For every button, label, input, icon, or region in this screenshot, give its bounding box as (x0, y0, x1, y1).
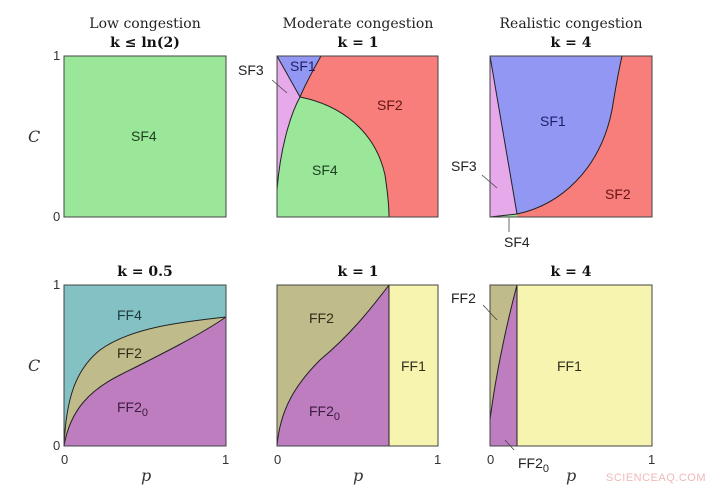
region-FF2-0 (64, 317, 226, 446)
arrow-FF2-p6 (482, 304, 498, 321)
label-SF4-p3: SF4 (504, 234, 530, 250)
x-axis-label-p6: p (566, 466, 577, 485)
panel-bottom-1 (63, 284, 227, 447)
panel-bottom-3 (489, 284, 653, 447)
label-SF1-p3: SF1 (540, 113, 566, 129)
region-SF1 (277, 56, 321, 97)
xtick-0-p5: 0 (274, 452, 282, 467)
label-FF2-p5: FF2 (309, 310, 334, 326)
label-SF3-p2: SF3 (238, 62, 264, 78)
column-title-moderate: Moderate congestion (282, 16, 434, 32)
region-FF1 (517, 285, 652, 446)
xtick-1-p6: 1 (648, 452, 656, 467)
label-SF2-p3: SF2 (605, 186, 631, 202)
ytick-0-top: 0 (53, 209, 61, 224)
x-axis-label-p4: p (141, 466, 152, 485)
panel-title-bottom-2: k = 1 (337, 264, 379, 280)
ytick-0-bottom: 0 (53, 438, 61, 453)
region-SF3 (277, 56, 300, 217)
label-SF1-p2: SF1 (290, 58, 316, 74)
arrow-SF3-p2 (271, 79, 288, 94)
xtick-0-p4: 0 (61, 452, 69, 467)
xtick-1-p5: 1 (434, 452, 442, 467)
label-FF4-p4: FF4 (117, 307, 142, 323)
panel-title-bottom-3: k = 4 (550, 264, 592, 280)
label-SF2-p2: SF2 (377, 97, 403, 113)
label-SF4-p2: SF4 (312, 162, 338, 178)
region-FF1 (389, 285, 438, 446)
label-SF4-p1: SF4 (131, 128, 157, 144)
label-FF2-p4: FF2 (117, 345, 142, 361)
region-SF1 (490, 56, 622, 214)
panel-top-3 (489, 55, 653, 218)
panel-title-top-2: k = 1 (337, 35, 379, 51)
panel-bottom-2 (276, 284, 439, 447)
arrow-SF3-p3 (481, 174, 498, 189)
watermark: SCIENCEAQ.COM (605, 472, 706, 484)
xtick-1-p4: 1 (222, 452, 230, 467)
label-SF3-p3: SF3 (451, 158, 477, 174)
annotation-arrows (271, 79, 515, 451)
x-axis-label-p5: p (353, 466, 364, 485)
ytick-1-bottom: 1 (53, 277, 61, 292)
panel-title-top-1: k ≤ ln(2) (110, 35, 180, 51)
y-axis-label-top: C (28, 127, 41, 146)
panel-title-bottom-1: k = 0.5 (117, 264, 173, 280)
xtick-0-p6: 0 (487, 452, 495, 467)
arrow-FF2-0-p6 (504, 439, 515, 451)
column-title-realistic: Realistic congestion (499, 16, 643, 32)
column-title-low: Low congestion (89, 16, 201, 32)
region-SF4 (277, 97, 389, 217)
region-SF4 (64, 56, 226, 217)
panel-top-1 (63, 55, 227, 218)
ytick-1-top: 1 (53, 48, 61, 63)
label-FF2-p6: FF2 (451, 290, 476, 306)
label-FF1-p5: FF1 (401, 358, 426, 374)
y-axis-label-bottom: C (28, 356, 41, 375)
label-FF2-0-p4: FF20 (117, 399, 149, 419)
region-FF2-0 (490, 285, 517, 446)
label-FF2-0-p6: FF20 (518, 455, 550, 475)
panel-title-top-3: k = 4 (550, 35, 592, 51)
region-FF2-0 (277, 285, 389, 446)
panel-top-2 (276, 55, 439, 218)
label-FF1-p6: FF1 (557, 358, 582, 374)
label-FF2-0-p5: FF20 (309, 403, 341, 423)
